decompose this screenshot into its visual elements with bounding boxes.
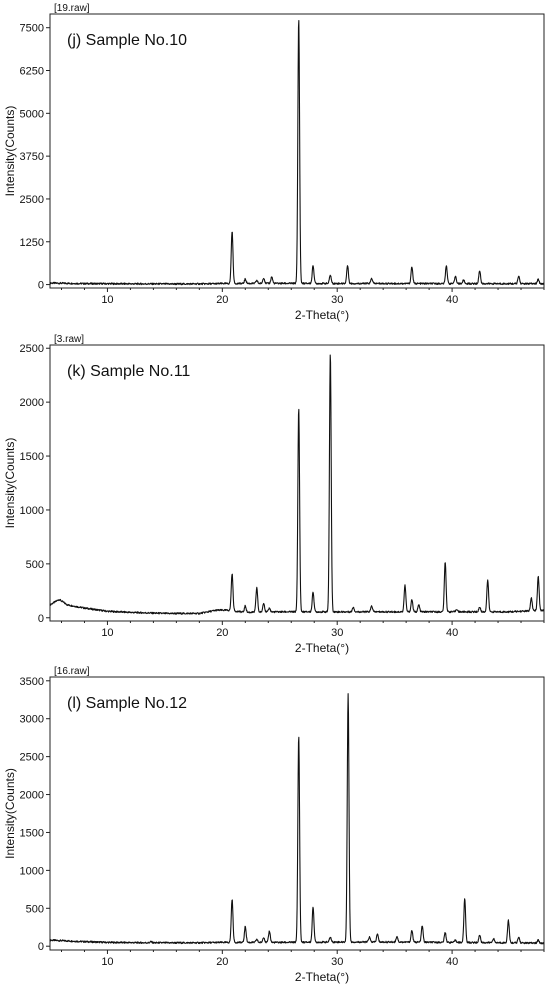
y-tick-label: 1500 [20,827,44,839]
x-tick-label: 40 [446,956,458,968]
x-axis-title: 2-Theta(°) [295,308,349,322]
panel-sample-12: [16.raw] (l) Sample No.12 0 500 1000 1500 2000… [3,666,545,984]
y-tick-label: 2000 [20,790,44,802]
y-tick-label: 0 [38,941,44,953]
y-tick-label: 3500 [20,676,44,688]
xrd-trace [49,20,545,286]
x-tick-label: 40 [446,627,458,639]
x-tick-label: 20 [216,956,228,968]
x-tick-label: 30 [331,627,343,639]
sample-title: (j) Sample No.10 [67,32,187,49]
x-axis-title: 2-Theta(°) [295,970,349,984]
y-tick-label: 3750 [20,151,44,163]
raw-file-label: [19.raw] [54,3,90,14]
plot-frame [49,676,545,951]
y-tick-label: 0 [38,613,44,625]
y-tick-label: 2500 [20,194,44,206]
y-tick-label: 2500 [20,343,44,355]
y-tick-label: 7500 [20,23,44,35]
x-tick-label: 40 [446,294,458,306]
sample-title: (l) Sample No.12 [67,695,187,712]
plot-frame [49,13,545,289]
y-tick-label: 5000 [20,108,44,120]
y-tick-label: 3000 [20,714,44,726]
y-tick-label: 500 [26,903,44,915]
panel-sample-11: [3.raw] (k) Sample No.11 0 500 1000 1500 2000 2… [3,334,545,655]
y-tick-label: 1500 [20,451,44,463]
x-tick-label: 30 [331,294,343,306]
y-tick-label: 1250 [20,237,44,249]
y-tick-label: 2500 [20,752,44,764]
y-tick-label: 6250 [20,66,44,78]
x-tick-label: 30 [331,956,343,968]
x-tick-label: 10 [101,956,113,968]
x-axis-title: 2-Theta(°) [295,641,349,655]
raw-file-label: [16.raw] [54,666,90,677]
xrd-trace [49,693,545,945]
y-tick-label: 1000 [20,505,44,517]
y-tick-label: 2000 [20,397,44,409]
y-tick-label: 500 [26,559,44,571]
y-axis-title: Intensity(Counts) [3,106,17,197]
y-tick-label: 1000 [20,865,44,877]
x-tick-label: 10 [101,294,113,306]
panel-sample-10: [19.raw] (j) Sample No.10 0 1250 2500 3750 500… [3,3,545,322]
plot-frame [49,344,545,622]
y-axis-title: Intensity(Counts) [3,768,17,859]
x-tick-label: 20 [216,627,228,639]
raw-file-label: [3.raw] [54,334,84,345]
y-tick-label: 0 [38,280,44,292]
x-tick-label: 20 [216,294,228,306]
y-axis-title: Intensity(Counts) [3,438,17,529]
x-tick-label: 10 [101,627,113,639]
sample-title: (k) Sample No.11 [67,363,190,380]
xrd-trace [49,354,545,615]
